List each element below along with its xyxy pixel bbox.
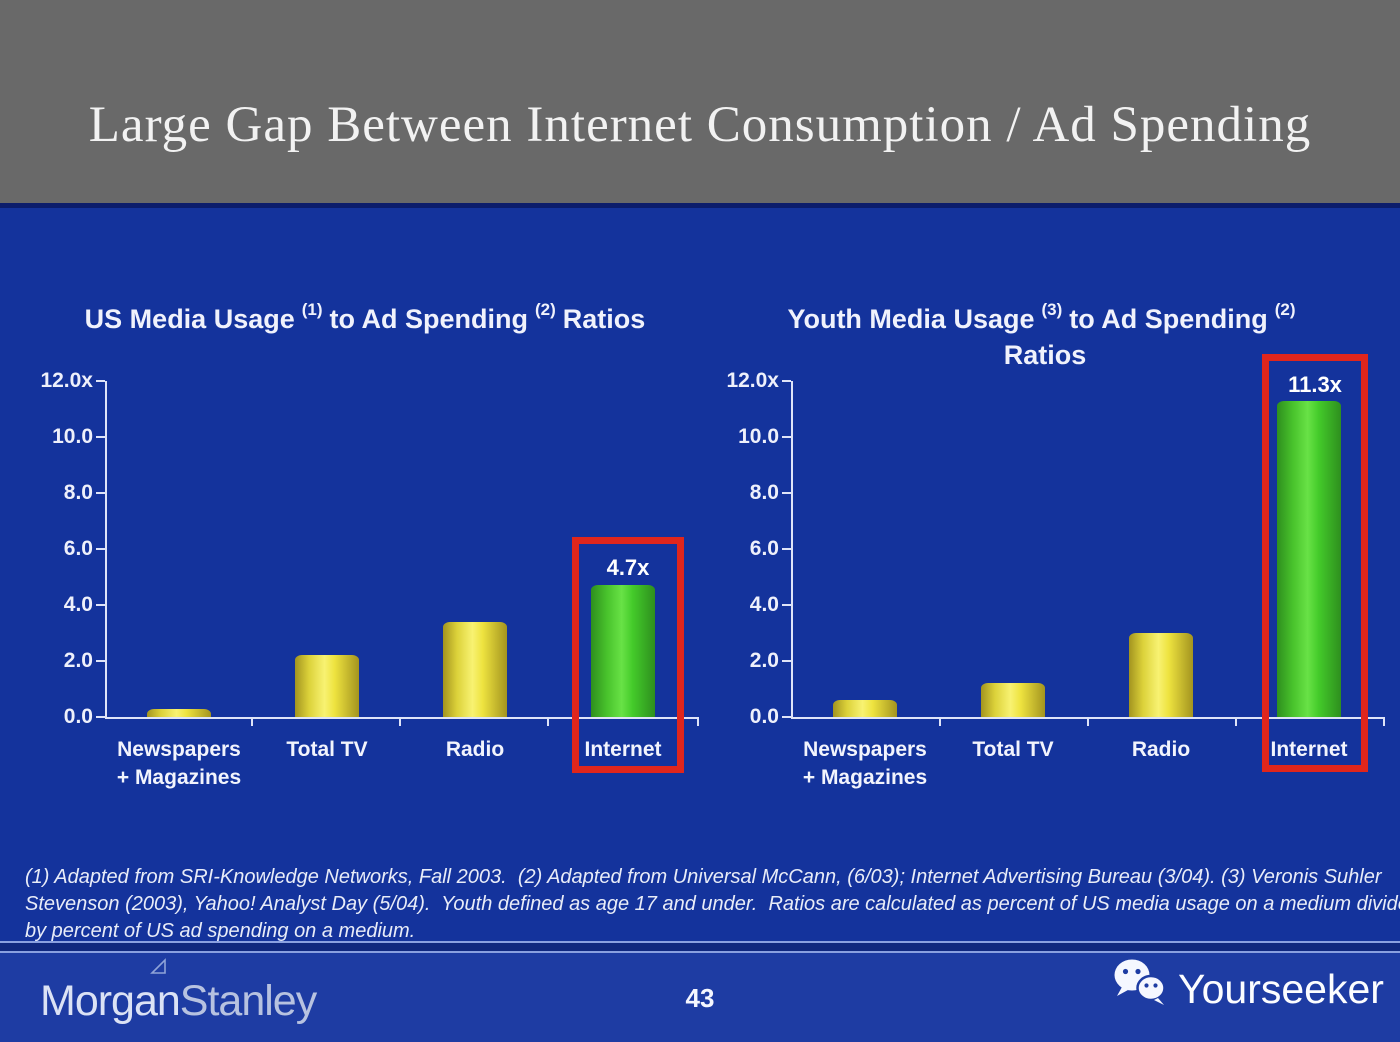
x-category-label: Internet bbox=[584, 738, 662, 761]
y-tick-label: 12.0x bbox=[726, 369, 779, 392]
x-axis-line bbox=[105, 717, 699, 719]
content-area: US Media Usage (1) to Ad Spending (2) Ratios… bbox=[0, 208, 1400, 942]
x-tick bbox=[1235, 719, 1237, 726]
x-tick bbox=[547, 719, 549, 726]
logo-text-stanley: Stanley bbox=[179, 977, 317, 1025]
y-tick bbox=[96, 492, 105, 494]
bar-total-tv bbox=[981, 683, 1045, 717]
morgan-stanley-logo: MorganStanley bbox=[40, 977, 317, 1026]
category-line: + Magazines bbox=[116, 766, 242, 789]
chart-title-text: Ratios bbox=[562, 304, 646, 334]
y-tick bbox=[96, 660, 105, 662]
y-tick-label: 6.0 bbox=[749, 537, 779, 560]
header-band: Large Gap Between Internet Consumption /… bbox=[0, 0, 1400, 203]
x-tick bbox=[1383, 719, 1385, 726]
x-category-label: Newspapers + Magazines bbox=[790, 736, 940, 792]
footnote-ref-2: (2) bbox=[1274, 300, 1296, 319]
y-tick bbox=[782, 380, 791, 382]
highlight-box-internet bbox=[572, 537, 684, 773]
highlight-box-internet bbox=[1262, 354, 1368, 772]
y-tick bbox=[782, 660, 791, 662]
header-divider bbox=[0, 203, 1400, 208]
footer-divider bbox=[0, 941, 1400, 953]
y-tick-label: 4.0 bbox=[749, 593, 779, 616]
wechat-icon bbox=[1114, 959, 1166, 1005]
x-tick bbox=[1087, 719, 1089, 726]
footer-band: MorganStanley 43 Yourseeker bbox=[0, 953, 1400, 1042]
bar-newspapers-magazines bbox=[833, 700, 897, 717]
x-tick bbox=[697, 719, 699, 726]
bar-value-label: 11.3x bbox=[1288, 372, 1342, 397]
y-tick-label: 0.0 bbox=[749, 705, 779, 728]
x-tick bbox=[939, 719, 941, 726]
y-tick bbox=[96, 604, 105, 606]
page-number: 43 bbox=[685, 983, 715, 1013]
y-tick-label: 2.0 bbox=[749, 649, 779, 672]
y-tick-label: 12.0x bbox=[40, 369, 93, 392]
y-tick bbox=[96, 436, 105, 438]
y-tick-label: 10.0 bbox=[52, 425, 93, 448]
category-line: Newspapers bbox=[117, 738, 241, 761]
chart-title-text: US Media Usage bbox=[84, 304, 295, 334]
chart-title-line1: Youth Media Usage (3) to Ad Spending (2) bbox=[765, 292, 1325, 337]
chart-title-youth: Youth Media Usage (3) to Ad Spending (2) Ra… bbox=[765, 292, 1325, 373]
y-tick-label: 2.0 bbox=[63, 649, 93, 672]
footnote: (1) Adapted from SRI-Knowledge Networks,… bbox=[25, 864, 1400, 945]
x-tick bbox=[251, 719, 253, 726]
x-category-label: Newspapers + Magazines bbox=[104, 736, 254, 792]
category-line: + Magazines bbox=[802, 766, 928, 789]
x-category-label: Total TV bbox=[286, 738, 368, 761]
x-tick bbox=[399, 719, 401, 726]
x-category-label: Radio bbox=[1131, 738, 1191, 761]
chart-title-text: to Ad Spending bbox=[1069, 304, 1268, 334]
bar-internet bbox=[591, 585, 655, 717]
y-tick bbox=[782, 492, 791, 494]
y-tick bbox=[96, 380, 105, 382]
footnote-line: (1) Adapted from SRI-Knowledge Networks,… bbox=[25, 866, 1382, 888]
y-tick-label: 6.0 bbox=[63, 537, 93, 560]
bar-newspapers-magazines bbox=[147, 709, 211, 717]
logo-text-morgan: Morgan bbox=[40, 977, 181, 1025]
footnote-ref-1: (1) bbox=[301, 300, 323, 319]
chart-title-text: to Ad Spending bbox=[329, 304, 528, 334]
chart-title-us: US Media Usage (1) to Ad Spending (2) Ratios bbox=[75, 292, 655, 337]
y-tick bbox=[782, 436, 791, 438]
watermark-text: Yourseeker bbox=[1178, 966, 1384, 1012]
footnote-ref-3: (3) bbox=[1041, 300, 1063, 319]
x-category-label: Total TV bbox=[972, 738, 1054, 761]
y-tick-label: 8.0 bbox=[749, 481, 779, 504]
y-tick-label: 8.0 bbox=[63, 481, 93, 504]
triangle-flag-icon bbox=[150, 958, 166, 974]
chart-title-line2: Ratios bbox=[1003, 340, 1087, 370]
category-line: Newspapers bbox=[803, 738, 927, 761]
y-tick bbox=[782, 604, 791, 606]
chart-title-text: Youth Media Usage bbox=[787, 304, 1035, 334]
footnote-line: by percent of US ad spending on a medium… bbox=[25, 920, 416, 942]
footnote-line: Stevenson (2003), Yahoo! Analyst Day (5/… bbox=[25, 893, 1400, 915]
slide-title: Large Gap Between Internet Consumption /… bbox=[88, 97, 1312, 153]
x-axis-line bbox=[791, 717, 1385, 719]
x-category-label: Internet bbox=[1270, 738, 1348, 761]
y-tick bbox=[782, 548, 791, 550]
y-axis-line bbox=[105, 381, 107, 719]
bar-radio bbox=[1129, 633, 1193, 717]
x-category-label: Radio bbox=[445, 738, 505, 761]
bar-internet bbox=[1277, 401, 1341, 717]
y-axis-line bbox=[791, 381, 793, 719]
y-tick bbox=[96, 716, 105, 718]
footnote-ref-2: (2) bbox=[535, 300, 556, 319]
bar-total-tv bbox=[295, 655, 359, 717]
y-tick bbox=[96, 548, 105, 550]
y-tick-label: 10.0 bbox=[738, 425, 779, 448]
bar-value-label: 4.7x bbox=[606, 555, 650, 580]
bar-radio bbox=[443, 622, 507, 717]
y-tick-label: 4.0 bbox=[63, 593, 93, 616]
y-tick-label: 0.0 bbox=[63, 705, 93, 728]
y-tick bbox=[782, 716, 791, 718]
